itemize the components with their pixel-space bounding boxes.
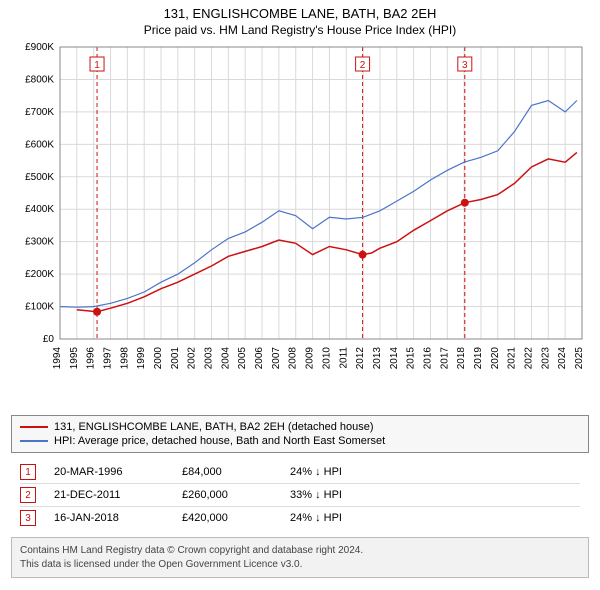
x-tick-label: 2021 [507,347,518,370]
event-row: 1 20-MAR-1996 £84,000 24% ↓ HPI [20,461,580,483]
y-tick-label: £400K [25,204,54,215]
event-marker-box: 1 [20,464,36,480]
chart-area: 1994 1995 1996 1997 1998 1999 2000 2001 2002 2003… [10,39,590,409]
x-tick-label: 2024 [557,347,568,370]
x-tick-label: 2018 [456,347,467,370]
legend-row: 131, ENGLISHCOMBE LANE, BATH, BA2 2EH (d… [20,420,580,434]
y-tick-label: £200K [25,269,54,280]
event-marker-label: 1 [94,60,100,71]
y-tick-label: £900K [25,42,54,53]
legend-swatch [20,440,48,442]
title-block: 131, ENGLISHCOMBE LANE, BATH, BA2 2EH Pr… [0,0,600,39]
x-tick-label: 2009 [305,347,316,370]
x-tick-label: 2011 [338,347,349,369]
x-tick-label: 2004 [220,347,231,370]
event-date: 20-MAR-1996 [54,466,164,478]
chart-svg: 1994 1995 1996 1997 1998 1999 2000 2001 2002 2003… [10,39,590,409]
legend-row: HPI: Average price, detached house, Bath… [20,434,580,448]
x-tick-label: 2015 [406,347,417,370]
attribution-line-2: This data is licensed under the Open Gov… [20,558,580,572]
x-tick-label: 2023 [540,347,551,370]
event-note: 24% ↓ HPI [290,512,342,524]
y-tick-label: £700K [25,107,54,118]
event-row: 2 21-DEC-2011 £260,000 33% ↓ HPI [20,483,580,506]
event-marker-box: 2 [20,487,36,503]
x-tick-label: 1998 [119,347,130,370]
event-marker-label: 3 [462,60,468,71]
legend-swatch [20,426,48,428]
series-marker [359,251,367,259]
y-tick-label: £300K [25,237,54,248]
x-tick-label: 2022 [523,347,534,370]
x-tick-label: 2025 [574,347,585,370]
event-row: 3 16-JAN-2018 £420,000 24% ↓ HPI [20,506,580,529]
x-tick-label: 2010 [321,347,332,370]
event-marker-box: 3 [20,510,36,526]
event-note: 24% ↓ HPI [290,466,342,478]
x-tick-label: 2008 [288,347,299,370]
x-tick-label: 2003 [204,347,215,370]
legend-label: HPI: Average price, detached house, Bath… [54,435,385,447]
x-tick-label: 2006 [254,347,265,370]
x-tick-label: 2017 [439,347,450,370]
x-tick-label: 2012 [355,347,366,370]
y-tick-label: £600K [25,139,54,150]
x-tick-label: 2005 [237,347,248,370]
x-tick-label: 2016 [422,347,433,370]
x-tick-label: 2002 [187,347,198,370]
x-tick-label: 1994 [52,347,63,370]
x-tick-label: 2000 [153,347,164,370]
y-tick-label: £100K [25,302,54,313]
x-tick-label: 2007 [271,347,282,370]
x-tick-label: 1999 [136,347,147,370]
x-tick-label: 2013 [372,347,383,370]
page-subtitle: Price paid vs. HM Land Registry's House … [4,23,596,37]
x-tick-label: 2019 [473,347,484,370]
x-tick-label: 2001 [170,347,181,370]
event-note: 33% ↓ HPI [290,489,342,501]
y-tick-label: £0 [43,334,55,345]
attribution-box: Contains HM Land Registry data © Crown c… [11,537,589,578]
events-table: 1 20-MAR-1996 £84,000 24% ↓ HPI 2 21-DEC-2011… [20,461,580,529]
event-value: £260,000 [182,489,272,501]
legend-box: 131, ENGLISHCOMBE LANE, BATH, BA2 2EH (d… [11,415,589,453]
x-tick-label: 2020 [490,347,501,370]
event-date: 21-DEC-2011 [54,489,164,501]
event-marker-label: 2 [360,60,366,71]
series-marker [93,308,101,316]
x-tick-label: 1997 [103,347,114,370]
x-tick-label: 1995 [69,347,80,370]
x-tick-label: 1996 [86,347,97,370]
event-date: 16-JAN-2018 [54,512,164,524]
page-title: 131, ENGLISHCOMBE LANE, BATH, BA2 2EH [4,6,596,21]
x-tick-label: 2014 [389,347,400,370]
y-tick-label: £500K [25,172,54,183]
y-tick-label: £800K [25,74,54,85]
legend-label: 131, ENGLISHCOMBE LANE, BATH, BA2 2EH (d… [54,421,374,433]
event-value: £420,000 [182,512,272,524]
event-value: £84,000 [182,466,272,478]
attribution-line-1: Contains HM Land Registry data © Crown c… [20,544,580,558]
series-marker [461,199,469,207]
